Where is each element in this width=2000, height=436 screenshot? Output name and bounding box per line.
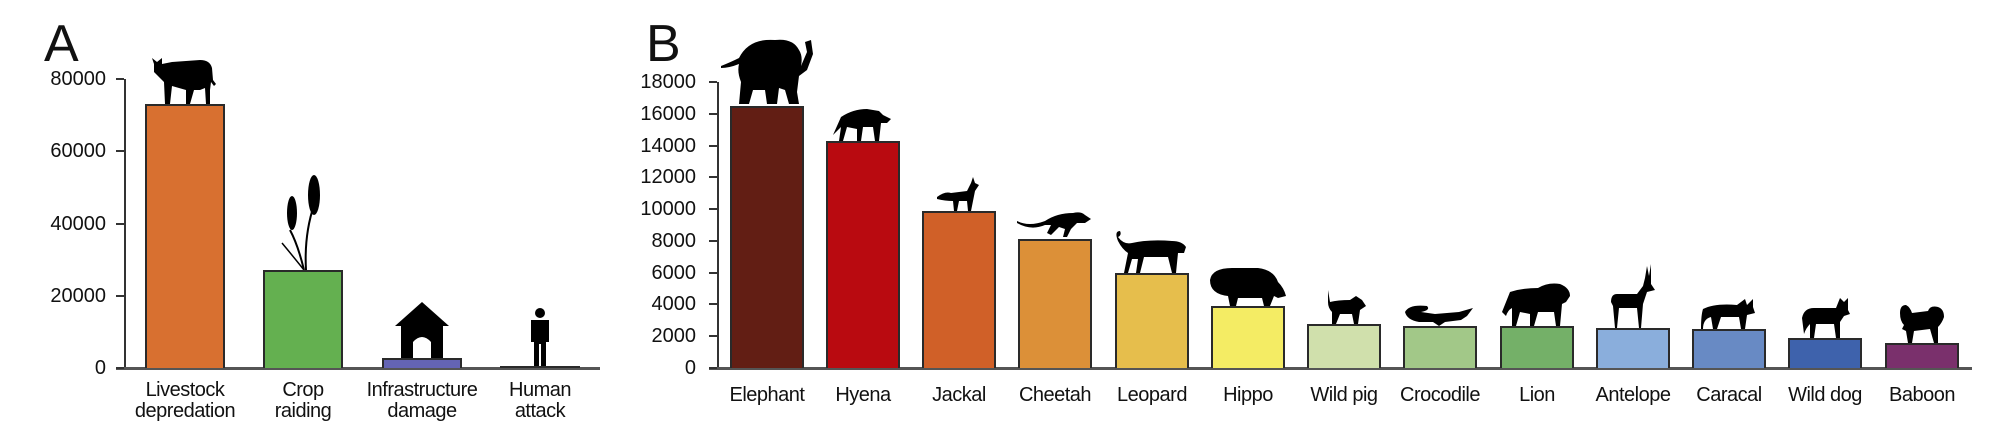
x-axis	[709, 367, 1972, 370]
lion-icon	[1502, 282, 1572, 331]
cow-icon	[150, 54, 220, 109]
x-tick-label: Hyena	[835, 384, 891, 406]
x-tick-label: Baboon	[1889, 384, 1955, 406]
bar-elephant	[730, 105, 804, 368]
y-tick	[709, 271, 717, 274]
y-tick-label: 16000	[640, 102, 696, 125]
x-tick-label: Human attack	[465, 380, 615, 422]
y-tick-label: 10000	[640, 198, 696, 221]
bar-crop-raiding	[263, 270, 343, 368]
bar-livestock-depredation	[145, 104, 225, 368]
x-tick-label: Jackal	[932, 384, 986, 406]
crocodile-icon	[1405, 304, 1475, 331]
y-tick	[116, 150, 124, 153]
y-tick	[116, 367, 124, 369]
y-tick	[116, 222, 124, 225]
y-tick-label: 20000	[50, 284, 106, 307]
y-tick	[116, 294, 124, 297]
bar-wild-pig	[1307, 323, 1381, 368]
y-tick-label: 0	[684, 357, 696, 379]
x-tick-label: Wild dog	[1788, 384, 1862, 406]
panel-a-label: A	[44, 15, 79, 73]
y-tick	[116, 78, 124, 80]
wild-dog-icon	[1800, 296, 1850, 343]
y-tick	[709, 176, 717, 179]
y-tick	[709, 112, 717, 115]
x-tick-label-line: Human	[509, 379, 571, 401]
hippo-icon	[1208, 266, 1288, 311]
x-tick-label-line: damage	[387, 400, 457, 422]
bar-baboon	[1885, 343, 1959, 368]
cheetah-icon	[1017, 209, 1093, 244]
x-tick-label: Caracal	[1696, 384, 1762, 406]
bar-jackal	[922, 210, 996, 368]
y-tick-label: 12000	[640, 166, 696, 189]
y-tick-label: 4000	[651, 293, 697, 316]
hyena-icon	[833, 105, 893, 146]
y-tick	[709, 335, 717, 338]
x-tick-label-line: raiding	[274, 400, 332, 422]
y-tick-label: 6000	[651, 261, 697, 284]
x-tick-label-line: Crop	[282, 379, 324, 401]
bar-wild-dog	[1788, 337, 1862, 368]
baboon-icon	[1898, 303, 1946, 348]
person-icon	[529, 308, 551, 371]
x-tick-label: Wild pig	[1310, 384, 1378, 406]
y-tick	[709, 208, 717, 211]
y-tick	[709, 81, 717, 83]
x-tick-label: Crocodile	[1400, 384, 1480, 406]
bar-cheetah	[1018, 239, 1092, 368]
house-icon	[393, 300, 451, 363]
x-tick-label: Livestock depredation	[110, 380, 260, 422]
jackal-icon	[937, 176, 981, 216]
y-tick-label: 18000	[640, 71, 696, 93]
x-tick-label: Lion	[1519, 384, 1555, 406]
caracal-icon	[1701, 299, 1757, 334]
x-tick-label: Leopard	[1117, 384, 1187, 406]
y-tick	[709, 144, 717, 147]
x-tick-label-line: attack	[514, 400, 566, 422]
y-tick-label: 8000	[651, 229, 697, 252]
bar-hippo	[1211, 306, 1285, 368]
elephant-icon	[719, 36, 815, 111]
x-tick-label: Infrastructure damage	[347, 380, 497, 422]
y-tick-label: 60000	[50, 140, 106, 163]
x-tick-label-line: Livestock	[145, 379, 225, 401]
x-tick-label-line: Infrastructure	[366, 379, 478, 401]
y-tick-label: 40000	[50, 212, 106, 235]
y-tick-label: 14000	[640, 134, 696, 157]
y-tick	[709, 239, 717, 242]
x-tick-label: Hippo	[1223, 384, 1273, 406]
x-tick-label: Elephant	[729, 384, 805, 406]
x-axis	[116, 367, 600, 370]
y-tick-label: 80000	[50, 68, 106, 90]
y-axis	[124, 79, 126, 368]
x-tick-label: Cheetah	[1018, 384, 1092, 406]
wheat-icon	[278, 175, 328, 275]
y-tick-label: 2000	[651, 325, 697, 348]
x-tick-label-line: depredation	[134, 400, 236, 422]
bar-hyena	[826, 140, 900, 368]
antelope-icon	[1607, 264, 1659, 333]
wild-pig-icon	[1322, 289, 1366, 329]
leopard-icon	[1114, 229, 1190, 278]
bar-crocodile	[1403, 325, 1477, 368]
y-tick	[709, 367, 717, 369]
panel-b-label: B	[646, 15, 681, 73]
bar-leopard	[1115, 272, 1189, 368]
bar-infrastructure-damage	[382, 357, 462, 368]
x-tick-label: Antelope	[1595, 384, 1671, 406]
x-tick-label: Crop raiding	[228, 380, 378, 422]
bar-antelope	[1596, 328, 1670, 368]
bar-human-attack	[500, 366, 580, 368]
y-axis	[717, 82, 719, 368]
bar-caracal	[1692, 329, 1766, 368]
y-tick	[709, 303, 717, 306]
bar-lion	[1500, 325, 1574, 368]
y-tick-label: 0	[94, 357, 106, 379]
